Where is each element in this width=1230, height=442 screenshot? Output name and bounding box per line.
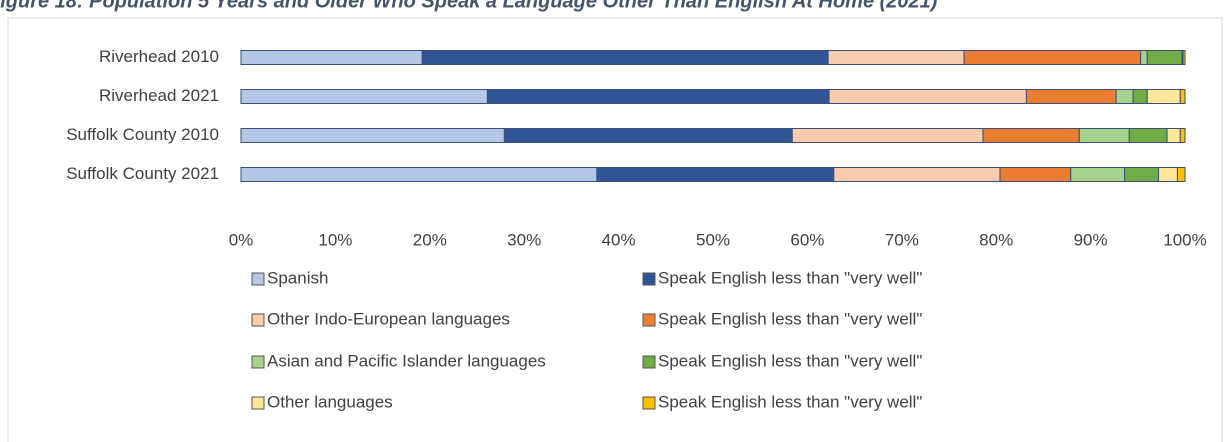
bar-segment (1146, 89, 1181, 104)
chart-title: Figure 18: Population 5 Years and Older … (0, 0, 938, 12)
chart-border (7, 17, 1223, 442)
bar-segment (791, 128, 984, 143)
bar-segment (963, 50, 1142, 65)
x-tick-label: 70% (885, 230, 919, 249)
x-tick-label: 10% (318, 230, 352, 249)
bar-segment (240, 89, 488, 104)
legend-label: Asian and Pacific Islander languages (267, 351, 546, 370)
legend-label: Speak English less than "very well" (658, 392, 922, 411)
bar-segment (1166, 128, 1181, 143)
legend-swatch (642, 313, 656, 327)
bar-segment (1182, 50, 1186, 65)
x-tick-label: 100% (1163, 230, 1206, 249)
legend-label: Other languages (267, 392, 393, 411)
bar-segment (421, 50, 829, 65)
bar-segment (982, 128, 1080, 143)
bar-segment (1132, 89, 1148, 104)
bar-segment (1078, 128, 1130, 143)
bar-segment (1128, 128, 1168, 143)
bar-segment (240, 128, 505, 143)
x-tick-label: 30% (507, 230, 541, 249)
x-tick-label: 20% (413, 230, 447, 249)
bar-segment (596, 167, 835, 182)
bar-segment (240, 167, 598, 182)
bar-segment (1179, 128, 1186, 143)
x-tick-label: 40% (602, 230, 636, 249)
legend-label: Speak English less than "very well" (658, 351, 922, 370)
legend-label: Other Indo-European languages (267, 309, 510, 328)
legend-label: Speak English less than "very well" (658, 268, 922, 287)
x-tick-label: 50% (696, 230, 730, 249)
bar-segment (1146, 50, 1183, 65)
bar-segment (1158, 167, 1178, 182)
legend-swatch (642, 355, 656, 369)
bar-segment (999, 167, 1072, 182)
legend-swatch (642, 396, 656, 410)
y-tick-label: Riverhead 2010 (99, 47, 219, 66)
x-tick-label: 80% (979, 230, 1013, 249)
y-tick-label: Suffolk County 2021 (66, 164, 219, 183)
legend-swatch (251, 272, 265, 286)
bar-segment (503, 128, 793, 143)
x-tick-label: 90% (1074, 230, 1108, 249)
bar-segment (833, 167, 1001, 182)
bar-segment (486, 89, 830, 104)
legend-swatch (251, 313, 265, 327)
legend-swatch (642, 272, 656, 286)
bar-segment (827, 50, 965, 65)
bar-segment (1124, 167, 1160, 182)
legend-swatch (251, 396, 265, 410)
y-tick-label: Riverhead 2021 (99, 86, 219, 105)
bar-segment (828, 89, 1027, 104)
y-tick-label: Suffolk County 2010 (66, 125, 219, 144)
bar-segment (1140, 50, 1148, 65)
bar-segment (1179, 89, 1186, 104)
bar-segment (1070, 167, 1126, 182)
bar-segment (1025, 89, 1117, 104)
legend-label: Spanish (267, 268, 328, 287)
bar-segment (1115, 89, 1134, 104)
bar-segment (1176, 167, 1186, 182)
x-tick-label: 60% (790, 230, 824, 249)
legend-label: Speak English less than "very well" (658, 309, 922, 328)
legend-swatch (251, 355, 265, 369)
bar-segment (240, 50, 423, 65)
x-tick-label: 0% (229, 230, 254, 249)
